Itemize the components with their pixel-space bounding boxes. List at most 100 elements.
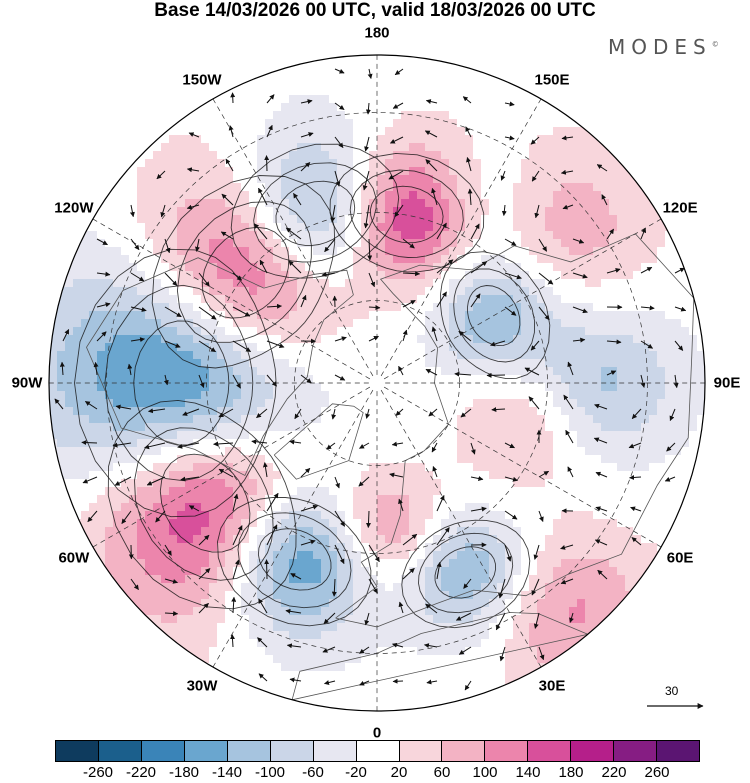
wind-vector [121,510,132,525]
wind-vector [436,222,447,240]
wind-vector [664,476,676,482]
wind-vector [164,578,178,584]
wind-vector [258,673,268,682]
colorbar-tick-label: 180 [558,764,584,781]
wind-vector [392,642,404,648]
wind-vector [504,238,517,246]
colorbar-tick-label: -60 [302,764,324,781]
wind-vector [115,404,132,410]
wind-vector [334,170,341,187]
wind-vector [463,578,472,589]
wind-vector [398,365,404,376]
wind-vector [504,135,515,141]
colorbar-tick-label: -20 [345,764,367,781]
colorbar-swatch [184,741,228,761]
wind-vector [593,437,608,444]
colorbar-swatch [528,741,572,761]
colorbar-tick-label: 20 [390,764,408,781]
wind-vector [631,537,642,546]
wind-vector [572,306,588,314]
wind-vector [531,170,540,182]
wind-vector [232,272,243,281]
wind-vector [289,677,302,683]
wind-vector [367,238,373,261]
wind-vector [198,340,217,353]
wind-vector [436,291,447,308]
wind-vector [93,361,99,376]
wind-vector [266,492,279,512]
wind-vector [498,578,506,599]
wind-vector [640,305,655,311]
wind-vector [504,510,518,520]
wind-vector [436,495,445,512]
wind-vector [402,238,415,249]
wind-vector [300,467,311,478]
wind-vector [367,68,373,79]
wind-vector [186,167,200,173]
wind-vector [534,204,540,219]
wind-vector [388,170,404,180]
colorbar-swatch [227,741,271,761]
wind-vector [177,442,200,449]
colorbar-tick-label: 140 [515,764,541,781]
wind-vector [398,601,404,614]
wind-vector [180,476,200,482]
longitude-label: 120E [662,199,698,217]
brand-mark: © [711,40,719,49]
wind-vector [562,204,574,210]
longitude-label: 180 [364,24,390,42]
wind-vector [198,602,209,614]
wind-vector [294,408,302,420]
wind-vector [334,336,347,342]
longitude-label: 30E [538,677,566,695]
wind-vector [538,238,548,252]
colorbar-swatch [98,741,142,761]
colorbar-swatch [614,741,658,761]
wind-vector [164,611,179,617]
colorbar-tick-label: 220 [601,764,627,781]
wind-vector [362,170,370,191]
colorbar [55,740,700,762]
wind-vector [188,132,200,138]
wind-vector [569,612,574,623]
wind-vector [428,408,438,417]
wind-vector [182,408,200,416]
wind-vector [504,476,518,482]
wind-vector [454,371,472,377]
wind-vector [258,598,268,614]
wind-vector [130,238,140,251]
wind-vector [538,646,545,661]
wind-vector [364,612,370,626]
wind-vector [402,271,421,277]
colorbar-tick-label: -100 [254,764,286,781]
wind-vector [464,680,472,691]
wind-vector [257,637,268,648]
wind-vector [538,510,544,522]
wind-vector [262,462,268,478]
colorbar-swatch [313,741,357,761]
map-title: Base 14/03/2026 00 UTC, valid 18/03/2026… [154,0,596,21]
wind-vector [334,544,345,565]
wind-vector [331,578,337,597]
brand-name: MODES [608,35,712,59]
wind-vector [198,306,217,320]
wind-vector [81,440,98,446]
wind-vector [402,533,418,546]
wind-vector [538,470,550,478]
wind-vector [251,439,268,445]
wind-vector [144,442,166,450]
wind-vector [228,125,234,138]
wind-vector [674,306,687,312]
wind-vector [491,407,506,413]
wind-vector [288,260,302,274]
wind-vector [470,442,476,455]
wind-vector [334,374,346,381]
wind-vector [155,510,166,523]
wind-vector [232,306,251,317]
wind-vector [389,472,404,478]
wind-vector [293,192,302,206]
wind-vector [266,124,273,138]
wind-vector [565,429,574,444]
wind-vector [324,680,336,685]
wind-vector [495,612,506,631]
